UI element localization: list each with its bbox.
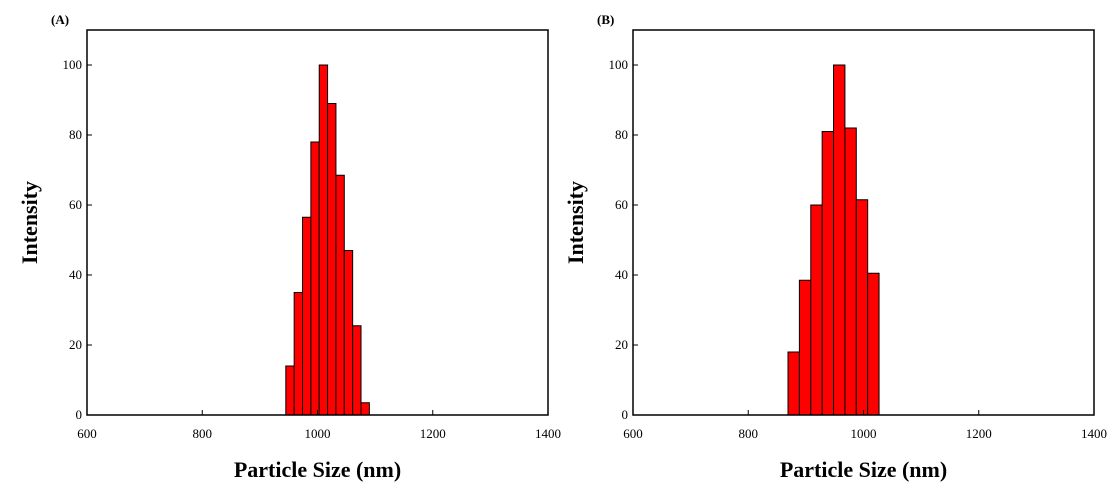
y-tick-label: 100: [63, 57, 83, 72]
bar: [798, 279, 812, 416]
bar: [867, 272, 880, 416]
y-tick-label: 40: [69, 267, 82, 282]
x-tick-label: 1400: [535, 426, 561, 441]
x-tick-label: 600: [623, 426, 643, 441]
bar: [318, 64, 329, 416]
bar: [360, 402, 370, 416]
y-tick-label: 0: [76, 407, 83, 422]
y-tick-label: 20: [69, 337, 82, 352]
bar: [833, 64, 846, 416]
y-tick-label: 80: [69, 127, 82, 142]
bar: [310, 141, 320, 416]
bar: [821, 131, 835, 416]
y-tick-label: 0: [622, 407, 629, 422]
bar: [302, 216, 312, 416]
bar: [855, 199, 869, 416]
panel-label: (B): [597, 12, 614, 27]
bar: [335, 174, 345, 416]
x-tick-label: 1200: [420, 426, 446, 441]
y-axis-label: Intensity: [563, 181, 588, 264]
x-tick-label: 800: [739, 426, 759, 441]
y-tick-label: 100: [609, 57, 629, 72]
x-tick-label: 800: [193, 426, 213, 441]
bar: [787, 351, 800, 416]
y-tick-label: 80: [615, 127, 628, 142]
y-axis-label: Intensity: [17, 181, 42, 264]
bar: [327, 103, 337, 416]
x-tick-label: 600: [77, 426, 97, 441]
bar: [293, 292, 304, 416]
x-axis-label: Particle Size (nm): [234, 457, 401, 482]
y-tick-label: 40: [615, 267, 628, 282]
x-tick-label: 1200: [966, 426, 992, 441]
bar: [810, 204, 823, 416]
x-tick-label: 1400: [1081, 426, 1107, 441]
bar: [844, 127, 857, 416]
x-axis-label: Particle Size (nm): [780, 457, 947, 482]
x-tick-label: 1000: [851, 426, 877, 441]
bar: [285, 365, 295, 416]
x-tick-label: 1000: [305, 426, 331, 441]
y-tick-label: 60: [615, 197, 628, 212]
bar: [352, 325, 362, 416]
bar: [343, 250, 354, 416]
y-tick-label: 60: [69, 197, 82, 212]
panel-label: (A): [51, 12, 69, 27]
y-tick-label: 20: [615, 337, 628, 352]
